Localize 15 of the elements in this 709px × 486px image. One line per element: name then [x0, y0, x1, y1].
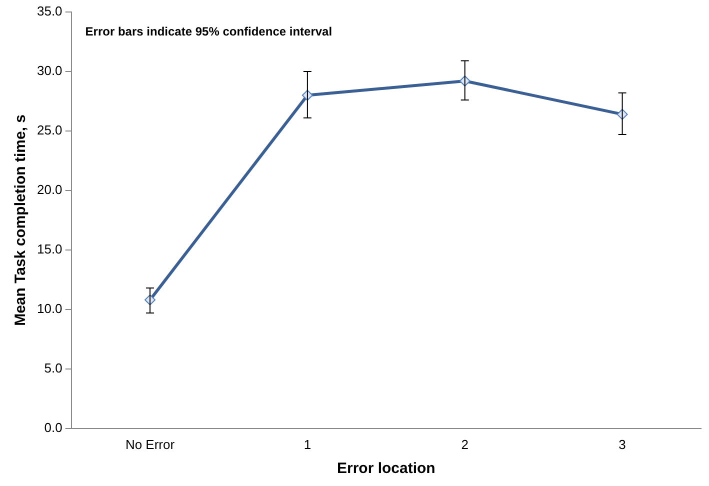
annotation: Error bars indicate 95% confidence interval	[85, 24, 332, 38]
y-tick-label: 15.0	[36, 242, 62, 257]
y-tick-label: 20.0	[36, 182, 62, 198]
x-axis-title: Error location	[336, 460, 436, 478]
y-tick-label: 25.0	[36, 122, 62, 138]
y-tick-label: 10.0	[36, 301, 62, 316]
y-tick-label: 0.0	[44, 420, 62, 435]
y-tick-label: 35.0	[36, 4, 62, 19]
y-tick-label: 30.0	[36, 63, 62, 78]
y-tick-label: 5.0	[44, 360, 62, 376]
x-tick-label: 1	[304, 436, 312, 452]
y-axis-title: Mean Task completion time, s	[12, 114, 30, 326]
x-tick-label: 3	[618, 436, 626, 452]
x-tick-label: No Error	[125, 436, 176, 452]
x-tick-label: 2	[461, 436, 468, 452]
